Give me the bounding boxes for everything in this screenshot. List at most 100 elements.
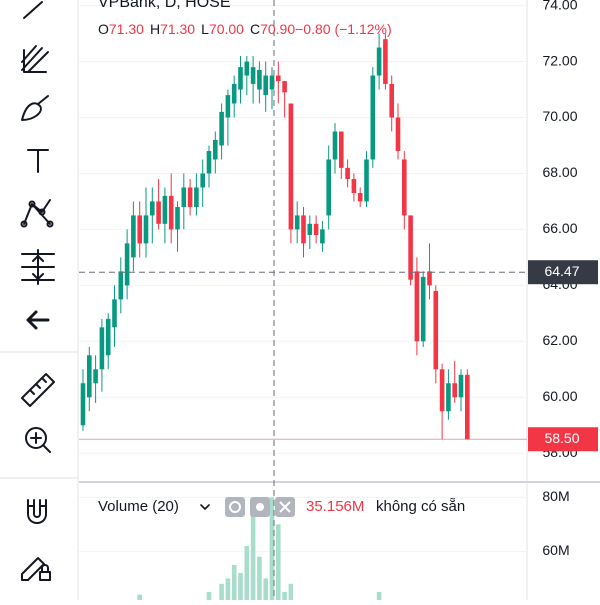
candle-body [87, 355, 92, 398]
candle-body [80, 383, 86, 426]
volume-bar [288, 583, 294, 600]
candle-body [231, 83, 237, 104]
candle-body [383, 39, 388, 84]
candle-body [389, 83, 394, 118]
candle-body [301, 215, 306, 244]
indicator-buttons[interactable] [225, 497, 295, 517]
candles [80, 33, 470, 440]
overlay: 58.0060.0062.0064.0066.0068.0070.0072.00… [79, 0, 598, 600]
back-button[interactable] [26, 310, 50, 330]
volume-bar [225, 578, 231, 600]
candle-body [282, 81, 287, 93]
candle-body [465, 374, 470, 440]
candle-body [357, 193, 363, 202]
volume-tick-label: 60M [542, 542, 569, 558]
magnet-tool[interactable] [27, 499, 47, 524]
candle-body [244, 61, 250, 76]
candle-body [326, 159, 331, 216]
candle-body [250, 67, 256, 84]
y-tick-label: 70.00 [542, 108, 577, 124]
candle-body [194, 187, 199, 208]
ruler-tool[interactable] [21, 373, 55, 407]
text-tool[interactable] [27, 149, 49, 173]
volume-value: 35.156M [306, 498, 364, 515]
candle-body [427, 271, 432, 286]
candle-body [402, 159, 407, 216]
candle-body [269, 75, 275, 90]
volume-name: Volume (20) [98, 498, 179, 515]
candle-body [137, 215, 142, 244]
candle-body [131, 215, 136, 258]
candle-body [294, 215, 300, 230]
volume-bar [250, 510, 256, 600]
volume-bar [376, 591, 382, 600]
candle-body [313, 223, 319, 235]
ohlc-key: L [201, 21, 209, 37]
candle-body [276, 75, 281, 82]
y-tick-label: 72.00 [542, 52, 577, 68]
ohlc-key: O [98, 21, 109, 37]
volume-bar [137, 594, 142, 600]
last-price-badge [528, 427, 598, 452]
candle-body [162, 195, 168, 224]
candle-body [200, 173, 205, 188]
candle-body [339, 131, 344, 168]
crosshair-label: 64.47 [544, 263, 579, 279]
trend-line-tool[interactable] [23, 1, 43, 19]
candle-body [320, 229, 325, 244]
y-tick-label: 62.00 [542, 332, 577, 348]
candle-body [206, 151, 212, 174]
candle-body [433, 290, 439, 370]
volume-bar [206, 591, 212, 600]
grid [79, 5, 527, 552]
pattern-tool[interactable] [20, 199, 54, 228]
candle-body [345, 167, 350, 180]
candle-body [112, 299, 117, 328]
y-tick-label: 66.00 [542, 220, 577, 236]
candle-body [143, 215, 149, 244]
candle-body [99, 327, 105, 370]
projection-tool[interactable] [21, 249, 55, 285]
last-price-label: 58.50 [544, 430, 579, 446]
candle-body [238, 67, 243, 90]
candle-body [150, 201, 155, 216]
ohlc-value: 71.30 [109, 21, 144, 37]
volume-bar [276, 524, 281, 600]
candle-body [263, 75, 268, 96]
volume-bar [282, 591, 287, 600]
candle-body [370, 75, 376, 160]
volume-bar [257, 556, 262, 600]
volume-bar [238, 573, 243, 600]
candle-body [118, 271, 124, 300]
y-tick-label: 74.00 [542, 0, 577, 12]
candle-body [288, 103, 294, 230]
candle-body [364, 159, 369, 202]
volume-bar [263, 578, 268, 600]
zoom-tool[interactable] [25, 427, 51, 453]
volume-tick-label: 80M [542, 488, 569, 504]
volume-bar [231, 564, 237, 600]
candle-body [376, 47, 382, 76]
candle-body [439, 369, 445, 412]
candle-body [124, 243, 130, 286]
fib-tool[interactable] [21, 45, 49, 73]
ohlc-value: 70.90 [260, 21, 295, 37]
ohlc-value: −0.80 (−1.12%) [295, 21, 392, 37]
candle-body [257, 69, 262, 90]
volume-bar [269, 497, 275, 600]
volume-bars [137, 497, 382, 600]
volume-menu[interactable] [200, 504, 210, 510]
brush-tool[interactable] [21, 95, 49, 121]
candle-body [458, 374, 464, 398]
y-tick-label: 60.00 [542, 388, 577, 404]
candle-body [105, 318, 111, 356]
candle-body [181, 187, 187, 208]
candle-body [187, 187, 193, 208]
ohlc-legend: O71.30 H71.30 L70.00 C70.90−0.80 (−1.12%) [98, 21, 392, 37]
candle-body [219, 111, 224, 146]
lock-draw-tool[interactable] [21, 557, 51, 581]
candle-body [175, 207, 180, 230]
candle-body [307, 223, 313, 235]
